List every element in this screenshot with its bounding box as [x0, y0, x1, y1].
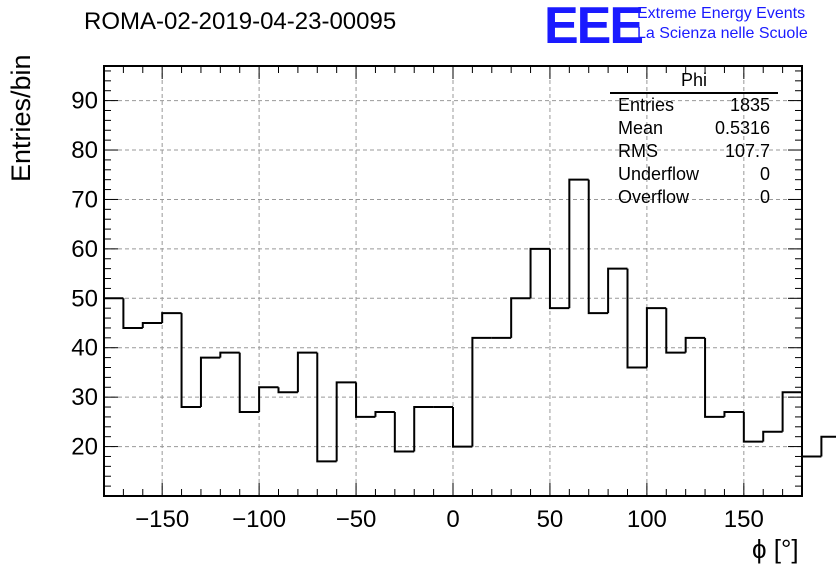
histogram-bin: [238, 352, 260, 413]
stats-value: 107.7: [724, 141, 770, 161]
stats-value: 0: [759, 164, 770, 184]
histogram-bin: [607, 267, 628, 314]
x-tick-label: 50: [537, 506, 564, 533]
histogram-bin: [645, 307, 667, 368]
histogram-bin: [587, 179, 609, 315]
histogram-bin: [762, 430, 783, 442]
tick-labels: −150 −100 −50 0 50 100 150 20 30 40 50 60 70 80 90: [71, 88, 764, 533]
stats-label: RMS: [618, 141, 658, 161]
stats-title: Phi: [610, 70, 778, 94]
histogram-bin: [820, 435, 836, 457]
stats-row: Entries 1835: [610, 94, 778, 117]
histogram-bin: [684, 336, 706, 353]
histogram-bin: [510, 297, 531, 338]
histogram-bin: [219, 351, 240, 358]
x-tick-label: 100: [627, 506, 667, 533]
histogram-bin: [393, 411, 415, 453]
y-tick-label: 80: [71, 137, 98, 164]
histogram-bin: [374, 410, 395, 417]
stats-row: Mean 0.5316: [610, 117, 778, 140]
histogram-bin: [742, 411, 764, 443]
brand-line-1: Extreme Energy Events: [637, 5, 806, 22]
y-tick-label: 50: [71, 285, 98, 312]
histogram-bin: [258, 386, 279, 412]
x-tick-label: −150: [135, 506, 189, 533]
histogram-bin: [665, 308, 686, 354]
histogram-bin: [413, 406, 434, 452]
stats-label: Entries: [618, 95, 675, 115]
histogram-bin: [296, 351, 318, 393]
y-tick-label: 90: [71, 88, 98, 115]
histogram-bin: [548, 248, 570, 310]
histogram-bin: [781, 391, 802, 432]
histogram-bin: [199, 356, 221, 408]
chart-title: ROMA-02-2019-04-23-00095: [84, 8, 397, 35]
histogram-bin: [452, 407, 473, 448]
histogram-bin: [568, 178, 589, 309]
x-tick-label: −50: [336, 506, 377, 533]
histogram-bin: [277, 387, 298, 394]
x-tick-label: −100: [232, 506, 286, 533]
stats-row: Overflow 0: [610, 186, 778, 209]
stats-label: Underflow: [618, 164, 700, 184]
stats-value: 1835: [729, 95, 770, 115]
histogram-bin: [723, 410, 744, 417]
histogram-bin: [122, 298, 143, 329]
histogram-bin: [626, 268, 647, 369]
y-tick-label: 30: [71, 384, 98, 411]
stats-value: 0.5316: [714, 118, 770, 138]
x-tick-label: 150: [724, 506, 764, 533]
histogram-bin: [471, 336, 492, 447]
histogram-bin: [316, 352, 337, 463]
y-axis-label: Entries/bin: [6, 54, 36, 182]
histogram-bin: [180, 313, 201, 409]
y-tick-label: 70: [71, 186, 98, 213]
histogram-bin: [355, 382, 376, 418]
stats-label: Mean: [618, 118, 664, 138]
y-tick-label: 20: [71, 434, 98, 461]
histogram-bin: [704, 337, 725, 418]
histogram-bins: [104, 178, 836, 463]
stats-box: Phi Entries 1835 Mean 0.5316 RMS 107.7 Unde…: [610, 70, 778, 209]
histogram-bin: [801, 392, 822, 458]
stats-label: Overflow: [618, 187, 690, 207]
histogram-bin: [161, 312, 182, 324]
histogram-bin: [529, 247, 550, 299]
histogram-bin: [335, 381, 357, 462]
stats-row: RMS 107.7: [610, 140, 778, 163]
stats-value: 0: [759, 187, 770, 207]
y-tick-label: 40: [71, 335, 98, 362]
y-tick-label: 60: [71, 236, 98, 263]
eee-logo: EEE: [544, 0, 644, 55]
x-tick-label: 0: [446, 506, 459, 533]
brand-line-2: La Scienza nelle Scuole: [637, 25, 808, 42]
histogram-bin: [141, 322, 163, 328]
stats-row: Underflow 0: [610, 163, 778, 186]
x-axis-label: ϕ [°]: [752, 534, 799, 564]
